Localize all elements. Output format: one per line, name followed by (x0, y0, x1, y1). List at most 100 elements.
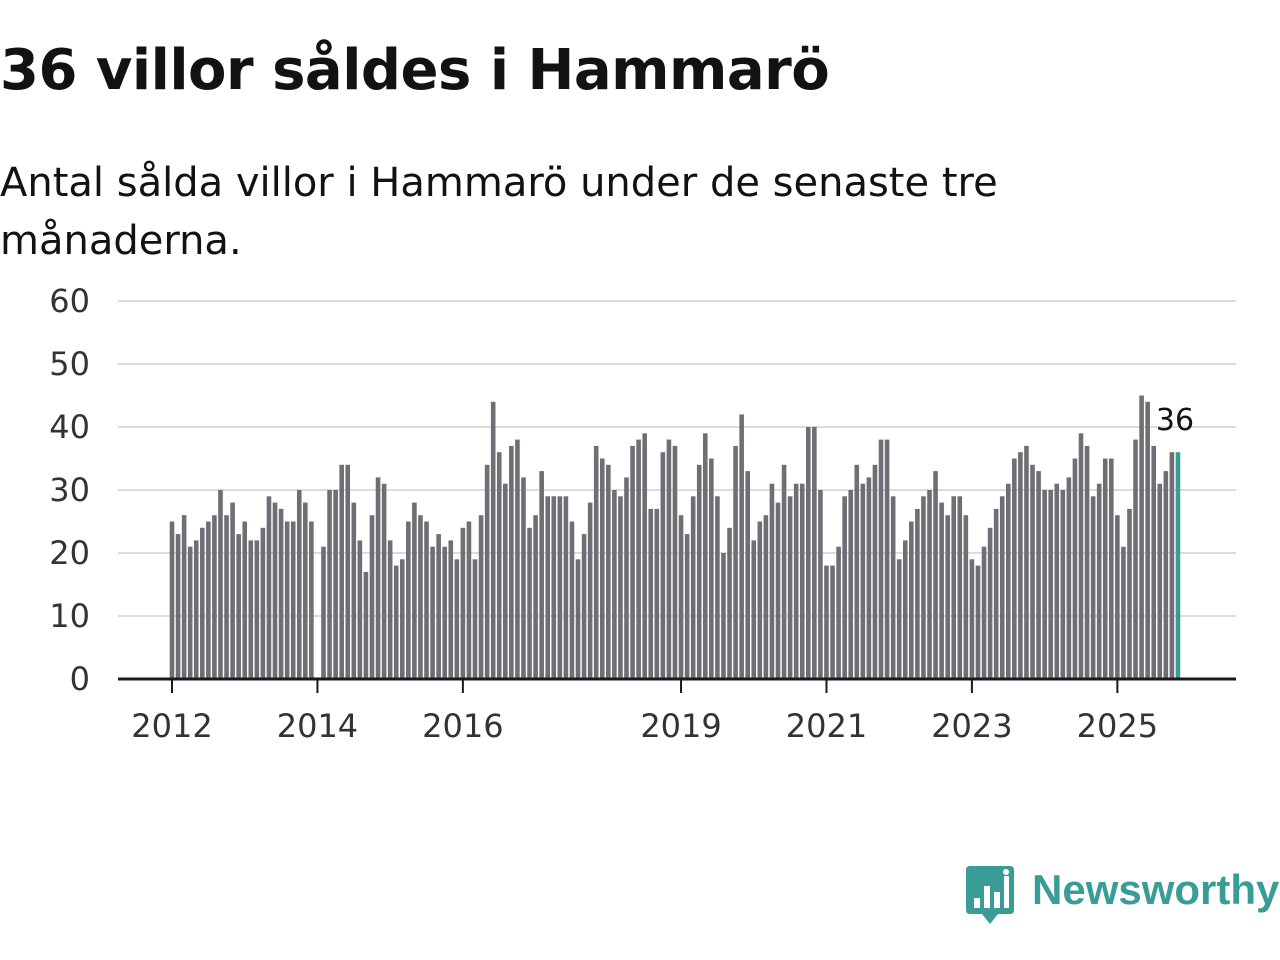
bar (1145, 401, 1150, 679)
bar (375, 477, 381, 679)
bar (630, 445, 635, 679)
bar (327, 490, 332, 679)
bar (266, 496, 272, 679)
y-tick-label-30: 30 (49, 471, 90, 509)
bar (1036, 471, 1041, 679)
bar (860, 483, 866, 679)
bar (818, 490, 823, 679)
bar (836, 546, 841, 679)
bar (509, 445, 514, 679)
bar (442, 546, 447, 679)
chart-title: 36 villor såldes i Hammarö (0, 38, 830, 103)
bar (393, 565, 399, 679)
bar (1109, 458, 1114, 679)
bar (278, 508, 284, 679)
bar (709, 458, 714, 679)
bar (587, 502, 593, 679)
bar (399, 559, 405, 679)
bar (581, 534, 587, 679)
bar (987, 527, 993, 679)
bar (915, 508, 920, 679)
bar (727, 527, 732, 679)
bar (902, 540, 908, 679)
bar (878, 439, 884, 679)
x-tick-label-2016: 2016 (422, 707, 503, 745)
bar (448, 540, 454, 679)
bar (339, 464, 344, 679)
bar (1072, 458, 1078, 679)
bar (696, 464, 702, 679)
bar (472, 559, 478, 679)
bar (733, 445, 738, 679)
bar (1042, 490, 1047, 679)
bar (799, 483, 805, 679)
bar (193, 540, 199, 679)
bar (478, 515, 484, 679)
highlight-value-label: 36 (1156, 403, 1194, 438)
bar (1169, 452, 1175, 679)
bar (763, 515, 769, 679)
bar (848, 490, 854, 679)
bar (381, 483, 387, 679)
bar (751, 540, 757, 679)
bar (842, 496, 847, 679)
bar (1054, 483, 1060, 679)
bar (1018, 452, 1023, 679)
bar (618, 496, 623, 679)
bar (636, 439, 641, 679)
bar (975, 565, 981, 679)
bar (418, 515, 423, 679)
bar (248, 540, 254, 679)
bar (854, 464, 860, 679)
bar (430, 546, 435, 679)
y-tick-label-50: 50 (49, 345, 90, 383)
bar (957, 496, 963, 679)
bar (963, 515, 969, 679)
y-tick-label-0: 0 (70, 660, 90, 698)
bar (1157, 483, 1163, 679)
bar (321, 546, 326, 679)
bar (1121, 546, 1126, 679)
bar (460, 527, 466, 679)
bar (533, 515, 538, 679)
bar (363, 571, 369, 679)
bar (200, 527, 205, 679)
bar (896, 559, 902, 679)
bar (387, 540, 393, 679)
bar (1066, 477, 1072, 679)
bar (242, 521, 248, 679)
bar (666, 439, 672, 679)
bar (1078, 433, 1084, 679)
bar (1133, 439, 1138, 679)
bar (436, 534, 441, 679)
bar (593, 445, 599, 679)
bar (806, 427, 811, 679)
bar (175, 534, 181, 679)
newsworthy-logo-icon (966, 866, 1014, 924)
bar (969, 559, 975, 679)
chart-subtitle: Antal sålda villor i Hammarö under de se… (0, 160, 998, 264)
bar (539, 471, 544, 679)
bar (1115, 515, 1120, 679)
bar (369, 515, 375, 679)
bar (575, 559, 581, 679)
bar (769, 483, 775, 679)
bar (606, 464, 611, 679)
bar (254, 540, 260, 679)
bar (945, 515, 950, 679)
y-tick-label-60: 60 (49, 282, 90, 320)
bar (1163, 471, 1169, 679)
y-tick-label-10: 10 (49, 597, 90, 635)
bar (466, 521, 472, 679)
bar (406, 521, 411, 679)
bar (272, 502, 278, 679)
bar (212, 515, 217, 679)
bar (745, 471, 750, 679)
bar (1139, 395, 1144, 679)
y-tick-label-20: 20 (49, 534, 90, 572)
bar (260, 527, 266, 679)
bar (218, 490, 223, 679)
bar (1024, 445, 1029, 679)
bar (909, 521, 914, 679)
bar (351, 502, 357, 679)
